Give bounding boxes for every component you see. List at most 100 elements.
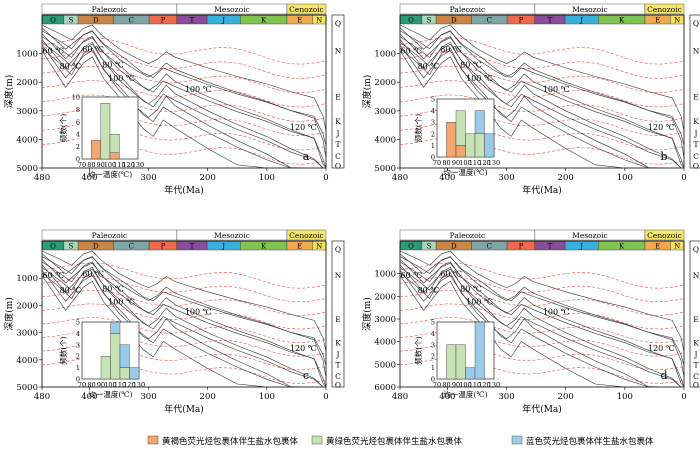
inset-y-tick-label: 4 bbox=[76, 131, 80, 139]
panel-letter: c bbox=[303, 369, 309, 382]
inset-x-tick-label: 80 bbox=[87, 381, 95, 389]
inset-y-tick-label: 5 bbox=[431, 319, 435, 327]
period-label-O: O bbox=[50, 17, 56, 25]
y-tick-label: 1000 bbox=[16, 274, 38, 284]
y-tick-label: 3000 bbox=[16, 107, 38, 117]
isotherm-label: 60 ℃ bbox=[401, 271, 423, 280]
y-tick-label: 4000 bbox=[374, 135, 396, 145]
inset-x-tick-label: 110 bbox=[469, 159, 481, 167]
burial-curve bbox=[399, 36, 685, 169]
strat-column-label: O bbox=[693, 161, 699, 170]
period-label-D: D bbox=[451, 243, 457, 251]
inset-bar bbox=[109, 133, 120, 153]
inset-y-label: 频数(个) bbox=[413, 336, 423, 364]
inset-y-tick-label: 3 bbox=[76, 341, 80, 349]
era-label: Mesozoic bbox=[214, 231, 250, 240]
inset-bar bbox=[465, 133, 476, 158]
inset-bar bbox=[109, 152, 120, 160]
era-cell bbox=[644, 3, 685, 15]
y-tick-label: 5000 bbox=[374, 360, 396, 370]
inset-x-tick-label: 130 bbox=[488, 381, 500, 389]
y-axis-label: 深度(m) bbox=[3, 297, 15, 331]
period-label-C: C bbox=[129, 17, 134, 25]
isotherm-line bbox=[399, 317, 685, 343]
inset-y-tick-label: 0 bbox=[76, 376, 80, 384]
inset-y-tick-label: 2 bbox=[431, 130, 435, 138]
period-label-J: J bbox=[221, 243, 225, 251]
period-label-O: O bbox=[408, 17, 414, 25]
strat-column bbox=[331, 240, 345, 388]
inset-bar bbox=[129, 367, 140, 380]
era-cell bbox=[644, 229, 685, 241]
period-label-N: N bbox=[674, 243, 680, 251]
burial-curve bbox=[399, 261, 685, 388]
burial-curve bbox=[41, 41, 326, 169]
period-label-O: O bbox=[50, 243, 56, 251]
period-label-P: P bbox=[161, 243, 166, 251]
plot-frame bbox=[399, 240, 685, 388]
isotherm-line bbox=[399, 80, 685, 108]
inset-y-tick-label: 5 bbox=[431, 96, 435, 104]
plot-frame bbox=[41, 240, 327, 388]
period-label-K: K bbox=[619, 243, 625, 251]
strat-column-label: Q bbox=[693, 19, 699, 28]
inset-x-tick-label: 110 bbox=[113, 161, 125, 169]
x-tick-label: 100 bbox=[259, 173, 275, 183]
isotherm-label: 80 ℃ bbox=[102, 60, 124, 69]
inset-bar bbox=[91, 140, 101, 160]
era-label: Paleozoic bbox=[92, 231, 128, 240]
inset-bar bbox=[100, 356, 111, 380]
inset-bar bbox=[110, 321, 121, 334]
isotherm-line bbox=[399, 303, 685, 330]
burial-curve bbox=[399, 275, 684, 388]
strat-column-label: J bbox=[335, 350, 339, 359]
burial-curve bbox=[41, 272, 326, 388]
y-tick-label: 2000 bbox=[16, 301, 38, 311]
strat-column bbox=[331, 14, 345, 169]
era-label: Paleozoic bbox=[450, 231, 486, 240]
y-tick-label: 4000 bbox=[16, 135, 38, 145]
inset-y-tick-label: 8 bbox=[76, 106, 80, 114]
period-label-J: J bbox=[579, 243, 583, 251]
strat-column-label: J bbox=[693, 350, 697, 359]
inset-y-tick-label: 0 bbox=[76, 156, 80, 164]
strat-column-label: E bbox=[693, 93, 698, 102]
x-tick-label: 300 bbox=[498, 173, 514, 183]
period-label-E: E bbox=[655, 17, 660, 25]
strat-column-label: K bbox=[693, 117, 699, 126]
x-axis-label: 年代(Ma) bbox=[522, 403, 562, 415]
isotherm-label: 60 ℃ bbox=[82, 270, 104, 279]
legend-label: 黄褐色荧光烃包裹体伴生盐水包裹体 bbox=[162, 436, 299, 447]
period-label-S: S bbox=[69, 243, 74, 251]
burial-curve bbox=[399, 41, 684, 169]
inset-x-tick-label: 100 bbox=[459, 381, 471, 389]
legend-label: 黄绿色荧光烃包裹体伴生盐水包裹体 bbox=[326, 436, 463, 447]
strat-column-label: K bbox=[335, 117, 341, 126]
burial-curve bbox=[41, 27, 327, 146]
period-label-D: D bbox=[93, 17, 99, 25]
period-label-E: E bbox=[655, 243, 660, 251]
isotherm-label: 60 ℃ bbox=[401, 47, 423, 56]
x-tick-label: 100 bbox=[259, 392, 275, 402]
x-tick-label: 0 bbox=[681, 173, 686, 183]
inset-bar bbox=[455, 145, 466, 158]
x-tick-label: 480 bbox=[392, 173, 408, 183]
period-label-E: E bbox=[297, 243, 302, 251]
period-label-C: C bbox=[487, 17, 492, 25]
isotherm-label: 80 ℃ bbox=[60, 286, 82, 295]
burial-curve bbox=[399, 30, 685, 159]
period-label-K: K bbox=[619, 17, 625, 25]
burial-curve bbox=[399, 272, 684, 388]
strat-column-label: O bbox=[335, 161, 341, 170]
x-tick-label: 400 bbox=[439, 392, 455, 402]
inset-y-tick-label: 0 bbox=[431, 376, 435, 384]
isotherm-label: 80 ℃ bbox=[60, 62, 82, 71]
isotherm-label: 120 ℃ bbox=[648, 344, 675, 353]
isotherm-label: 80 ℃ bbox=[460, 60, 482, 69]
y-tick-label: 2000 bbox=[16, 78, 38, 88]
x-tick-label: 400 bbox=[439, 173, 455, 183]
inset-x-tick-label: 80 bbox=[87, 161, 95, 169]
